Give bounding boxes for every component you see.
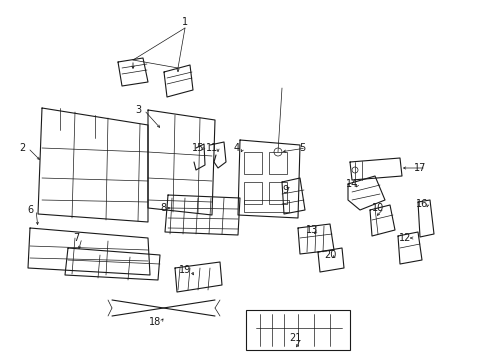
Text: 20: 20 (323, 250, 336, 260)
Text: 4: 4 (233, 143, 240, 153)
Text: 7: 7 (73, 233, 79, 243)
Bar (268, 152, 286, 174)
Text: 21: 21 (288, 333, 301, 343)
Bar (268, 182, 286, 204)
Text: 12: 12 (398, 233, 410, 243)
Text: 14: 14 (345, 179, 357, 189)
Bar (245, 310, 349, 350)
Bar (244, 182, 262, 204)
Text: 5: 5 (298, 143, 305, 153)
Text: 6: 6 (27, 205, 33, 215)
Text: 3: 3 (135, 105, 141, 115)
Text: 8: 8 (160, 203, 166, 213)
Text: 10: 10 (371, 203, 384, 213)
Text: 9: 9 (282, 185, 287, 195)
Text: 11: 11 (205, 143, 218, 153)
Text: 19: 19 (179, 265, 191, 275)
Text: 18: 18 (148, 317, 161, 327)
Text: 15: 15 (191, 143, 204, 153)
Bar (244, 152, 262, 174)
Text: 17: 17 (413, 163, 426, 173)
Text: 13: 13 (305, 225, 318, 235)
Text: 1: 1 (182, 17, 188, 27)
Text: 2: 2 (19, 143, 25, 153)
Text: 16: 16 (415, 199, 427, 209)
Bar (244, 200, 288, 212)
